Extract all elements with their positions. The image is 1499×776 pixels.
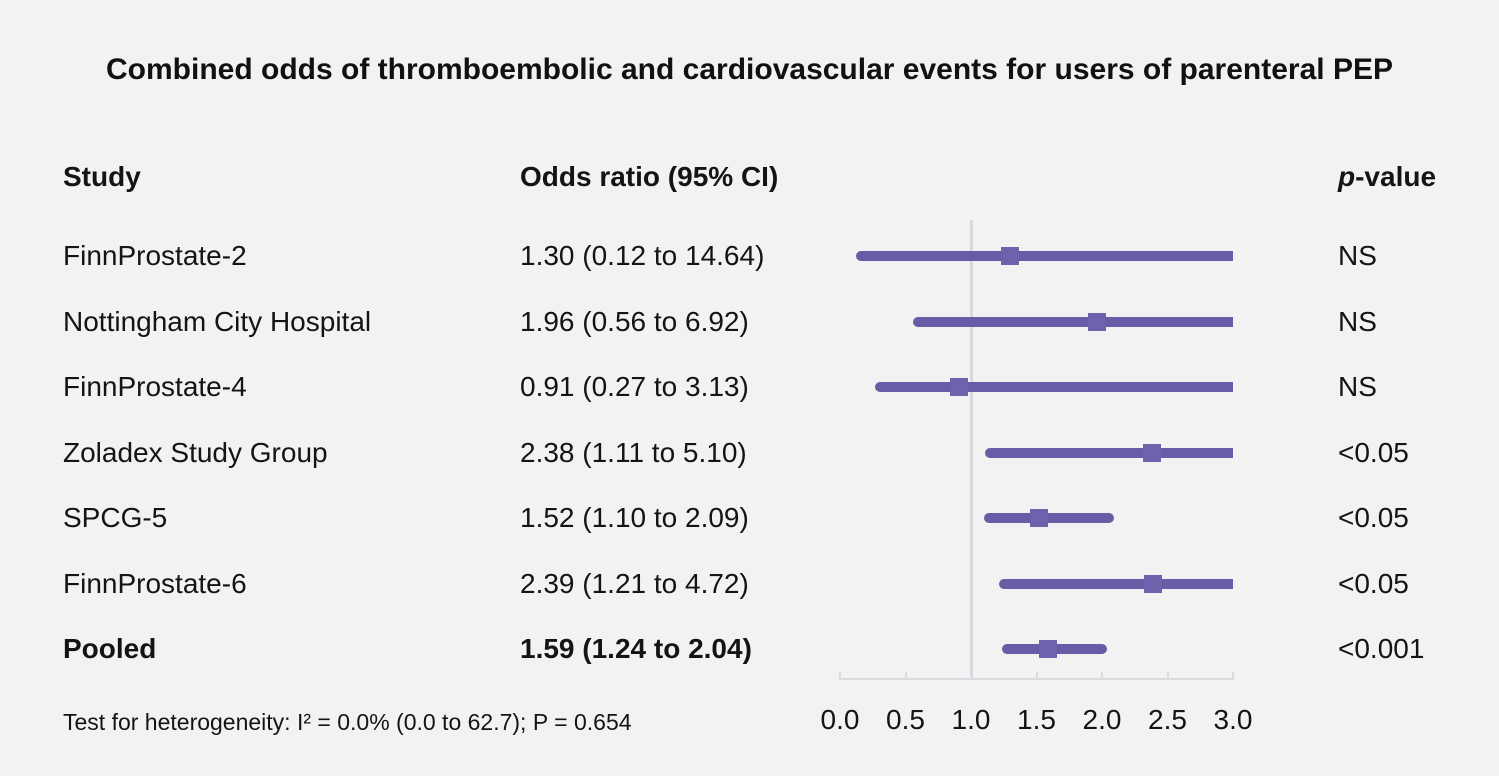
- study-label: FinnProstate-6: [63, 567, 247, 599]
- heterogeneity-footnote: Test for heterogeneity: I² = 0.0% (0.0 t…: [63, 709, 632, 735]
- ci-line: [875, 382, 1233, 392]
- column-header-study: Study: [63, 161, 141, 192]
- odds-ratio-label: 1.96 (0.56 to 6.92): [520, 305, 749, 337]
- p-value-label: NS: [1338, 305, 1377, 337]
- odds-ratio-label: 2.38 (1.11 to 5.10): [520, 436, 747, 468]
- p-value-label: <0.05: [1338, 567, 1409, 599]
- x-axis-tick: [904, 672, 907, 678]
- x-axis-tick: [1232, 672, 1234, 678]
- odds-ratio-label: 0.91 (0.27 to 3.13): [520, 371, 749, 402]
- p-value-label: <0.05: [1338, 436, 1409, 468]
- or-marker: [1039, 640, 1058, 658]
- p-value-label: NS: [1338, 371, 1377, 402]
- study-label: FinnProstate-4: [63, 371, 247, 402]
- x-axis-tick: [839, 672, 841, 678]
- x-axis-tick-label: 2.0: [1082, 704, 1122, 735]
- column-header-odds-ratio: Odds ratio (95% CI): [520, 161, 779, 192]
- or-marker: [1087, 312, 1106, 331]
- study-label: SPCG-5: [63, 502, 168, 533]
- x-axis-tick-label: 0.5: [886, 704, 925, 735]
- or-marker: [1144, 574, 1163, 593]
- study-label: FinnProstate-2: [63, 240, 247, 271]
- reference-line-or-1: [969, 220, 973, 679]
- p-value-label: <0.05: [1338, 502, 1409, 533]
- ci-line: [984, 513, 1114, 523]
- or-marker: [1001, 247, 1020, 265]
- ci-line: [855, 251, 1233, 261]
- x-axis-tick: [1101, 672, 1103, 678]
- x-axis-tick: [1166, 672, 1169, 678]
- odds-ratio-label: 2.39 (1.21 to 4.72): [520, 567, 749, 599]
- odds-ratio-label: 1.59 (1.24 to 2.04): [520, 633, 752, 664]
- p-value-italic-p: p: [1338, 161, 1356, 192]
- odds-ratio-label: 1.52 (1.10 to 2.09): [520, 502, 749, 533]
- chart-title: Combined odds of thromboembolic and card…: [106, 53, 1393, 86]
- plot-area: 0.0 0.5 1.0 1.5 2.0 2.5 3.0: [821, 0, 1252, 776]
- p-value-label: NS: [1338, 240, 1377, 271]
- odds-ratio-label: 1.30 (0.12 to 14.64): [520, 240, 765, 271]
- x-axis-tick-label: 2.5: [1148, 704, 1187, 735]
- column-header-p-value: p-value: [1338, 160, 1436, 194]
- x-axis-tick-label: 0.0: [820, 704, 860, 735]
- x-axis-tick-label: 1.0: [951, 704, 991, 735]
- x-axis-tick: [970, 672, 972, 678]
- x-axis-tick-label: 1.5: [1017, 704, 1056, 735]
- x-axis-tick-label: 3.0: [1213, 704, 1253, 735]
- or-marker: [1030, 509, 1049, 527]
- x-axis-line: [839, 678, 1234, 680]
- study-label: Pooled: [63, 633, 157, 664]
- ci-line: [998, 578, 1233, 589]
- ci-line: [985, 447, 1233, 458]
- x-axis-tick: [1035, 672, 1038, 678]
- ci-line: [913, 316, 1233, 327]
- p-value-rest: -value: [1355, 161, 1437, 192]
- or-marker: [950, 378, 969, 396]
- p-value-label: <0.001: [1338, 633, 1425, 664]
- study-label: Zoladex Study Group: [63, 436, 328, 468]
- study-label: Nottingham City Hospital: [63, 305, 372, 337]
- or-marker: [1142, 443, 1161, 462]
